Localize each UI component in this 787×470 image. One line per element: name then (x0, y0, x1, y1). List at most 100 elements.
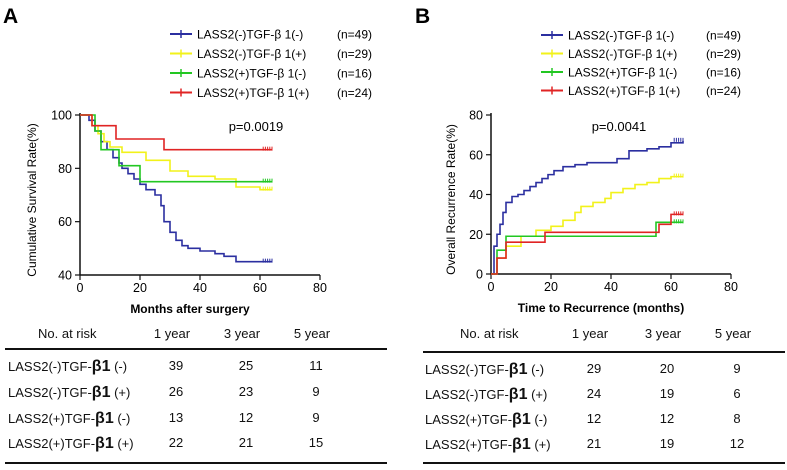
row-label-prefix: LASS2(-)TGF- (425, 362, 509, 377)
row-label-beta: β1 (512, 411, 531, 428)
row-label-beta: β1 (508, 361, 528, 378)
risk-value: 20 (659, 361, 675, 376)
risk-header-col: 5 year (714, 326, 752, 341)
x-tick-label: 40 (193, 281, 207, 295)
risk-value: 22 (168, 435, 184, 450)
row-label-prefix: LASS2(+)TGF- (8, 436, 96, 451)
risk-table-a: No. at risk 1 year 3 year 5 year LASS2(-)TGF… (0, 0, 390, 470)
risk-value: 15 (308, 435, 324, 450)
x-axis-label: Months after surgery (130, 302, 250, 316)
risk-value: 29 (586, 361, 602, 376)
x-axis-label: Time to Recurrence (months) (518, 301, 684, 315)
legend-label-0: LASS2(-)TGF-β 1(-) (568, 29, 674, 43)
series-line-0 (80, 114, 272, 263)
risk-header-col: 5 year (293, 326, 331, 341)
risk-value: 9 (312, 384, 320, 399)
y-tick-label: 60 (58, 215, 72, 229)
y-tick-label: 20 (469, 228, 483, 242)
p-value: p=0.0041 (592, 119, 647, 134)
x-tick-label: 0 (488, 280, 495, 294)
legend-n-0: (n=49) (337, 28, 372, 42)
y-tick-label: 80 (469, 109, 483, 123)
y-tick-label: 0 (476, 268, 483, 282)
legend-label-2: LASS2(+)TGF-β 1(-) (568, 66, 677, 80)
y-tick-label: 40 (469, 188, 483, 202)
row-label-beta: β1 (91, 358, 111, 375)
risk-row-label: LASS2(-)TGF-β1 (-) (425, 361, 544, 379)
legend-label-0: LASS2(-)TGF-β 1(-) (197, 28, 303, 42)
y-axis-label: Overall Recurrence Rate(%) (444, 124, 458, 275)
table-rule-bottom (5, 462, 387, 464)
risk-header-col: 3 year (644, 326, 682, 341)
x-tick-label: 80 (313, 281, 327, 295)
series-line-1 (80, 114, 272, 191)
row-label-beta: β1 (91, 384, 111, 401)
row-label-sign: (+) (113, 436, 134, 451)
row-label-sign: (+) (527, 387, 548, 402)
risk-header-label: No. at risk (38, 326, 97, 341)
legend-label-1: LASS2(-)TGF-β 1(+) (568, 47, 677, 61)
row-label-sign: (+) (530, 437, 551, 452)
risk-value: 8 (733, 411, 741, 426)
row-label-prefix: LASS2(+)TGF- (425, 412, 513, 427)
table-rule-top (5, 348, 387, 350)
risk-value: 19 (659, 386, 675, 401)
x-tick-label: 60 (253, 281, 267, 295)
risk-row-label: LASS2(-)TGF-β1 (+) (425, 386, 547, 404)
row-label-prefix: LASS2(-)TGF- (425, 387, 509, 402)
row-label-prefix: LASS2(+)TGF- (425, 437, 513, 452)
row-label-prefix: LASS2(+)TGF- (8, 411, 96, 426)
risk-header-col: 1 year (571, 326, 609, 341)
legend-label-3: LASS2(+)TGF-β 1(+) (568, 84, 680, 98)
risk-value: 25 (238, 358, 254, 373)
legend-n-3: (n=24) (706, 84, 741, 98)
series-line-1 (491, 175, 683, 275)
x-tick-label: 20 (544, 280, 558, 294)
risk-value: 12 (238, 410, 254, 425)
risk-header-col: 3 year (223, 326, 261, 341)
legend-n-3: (n=24) (337, 86, 372, 100)
legend-n-2: (n=16) (337, 67, 372, 81)
risk-value: 12 (659, 411, 675, 426)
legend-n-0: (n=49) (706, 29, 741, 43)
row-label-beta: β1 (95, 435, 114, 452)
risk-value: 21 (586, 436, 602, 451)
risk-value: 9 (312, 410, 320, 425)
row-label-prefix: LASS2(-)TGF- (8, 385, 92, 400)
risk-value: 21 (238, 435, 254, 450)
legend-label-2: LASS2(+)TGF-β 1(-) (197, 67, 306, 81)
row-label-prefix: LASS2(-)TGF- (8, 359, 92, 374)
risk-value: 12 (729, 436, 745, 451)
risk-row-label: LASS2(+)TGF-β1 (-) (425, 411, 547, 429)
risk-value: 19 (659, 436, 675, 451)
risk-value: 24 (586, 386, 602, 401)
panel-label-a: A (3, 5, 18, 28)
chart-panel-a: A 0 20 40 60 80 40 60 80 100 Months after surgery C… (3, 5, 372, 316)
risk-value: 6 (733, 386, 741, 401)
table-rule-bottom (423, 462, 785, 464)
row-label-sign: (-) (113, 411, 131, 426)
x-tick-label: 40 (604, 280, 618, 294)
row-label-beta: β1 (508, 386, 528, 403)
series-line-3 (80, 114, 272, 151)
chart-panel-b: B 0 20 40 60 80 0 20 40 60 80 Time to Recurrence (m… (415, 5, 741, 315)
y-tick-label: 40 (58, 269, 72, 283)
series-line-0 (491, 140, 684, 275)
legend-n-1: (n=29) (337, 47, 372, 61)
risk-row-label: LASS2(+)TGF-β1 (+) (8, 435, 134, 453)
row-label-sign: (-) (530, 412, 548, 427)
legend-label-3: LASS2(+)TGF-β 1(+) (197, 86, 309, 100)
legend-label-1: LASS2(-)TGF-β 1(+) (197, 47, 306, 61)
x-tick-label: 80 (724, 280, 738, 294)
x-tick-label: 60 (664, 280, 678, 294)
y-tick-label: 80 (58, 162, 72, 176)
series-line-3 (491, 213, 683, 275)
risk-value: 12 (586, 411, 602, 426)
x-tick-label: 20 (133, 281, 147, 295)
row-label-sign: (-) (527, 362, 545, 377)
risk-row-label: LASS2(-)TGF-β1 (+) (8, 384, 130, 402)
risk-value: 26 (168, 384, 184, 399)
x-tick-label: 0 (77, 281, 84, 295)
row-label-beta: β1 (95, 410, 114, 427)
